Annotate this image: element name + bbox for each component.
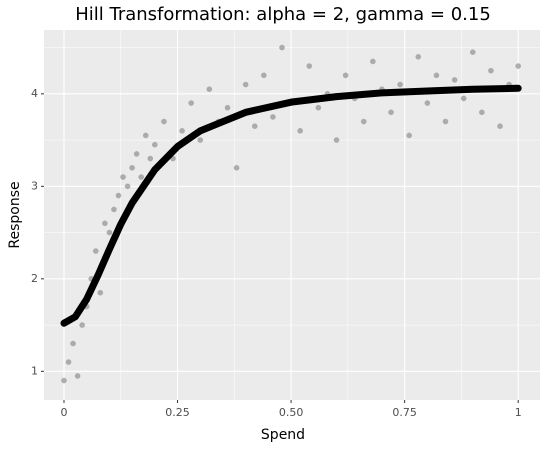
y-tick-label: 2 xyxy=(31,272,38,285)
x-axis-label: Spend xyxy=(261,427,305,443)
point xyxy=(270,114,276,120)
x-tick-label: 0.50 xyxy=(279,406,304,419)
point xyxy=(120,174,126,180)
point xyxy=(406,132,412,139)
point xyxy=(261,72,267,79)
y-axis-label: Response xyxy=(7,181,23,248)
point xyxy=(397,81,403,88)
point xyxy=(70,340,76,347)
panel xyxy=(44,30,540,400)
x-tick-label: 0.25 xyxy=(165,406,190,419)
point xyxy=(279,44,285,51)
point xyxy=(161,118,167,125)
point xyxy=(469,49,476,55)
point xyxy=(179,128,185,134)
point xyxy=(497,123,503,129)
point xyxy=(188,100,194,106)
point xyxy=(297,128,303,134)
point xyxy=(451,77,458,83)
point xyxy=(251,123,258,129)
y-tick-label: 3 xyxy=(31,179,38,192)
point xyxy=(488,67,494,74)
y-tick-label: 1 xyxy=(31,364,38,377)
point xyxy=(133,151,140,157)
point xyxy=(115,192,122,199)
point xyxy=(433,72,440,79)
point xyxy=(61,377,67,384)
point xyxy=(92,248,99,254)
point xyxy=(111,206,117,213)
point xyxy=(242,81,249,88)
x-tick-label: 0 xyxy=(60,406,67,419)
point xyxy=(97,289,104,296)
point xyxy=(138,174,145,180)
point xyxy=(224,104,231,111)
point xyxy=(515,63,521,69)
point xyxy=(206,86,213,92)
point xyxy=(442,118,449,125)
fit-line xyxy=(60,84,522,327)
point xyxy=(106,229,113,236)
point xyxy=(360,118,367,125)
point xyxy=(74,373,81,379)
point xyxy=(370,58,376,65)
point xyxy=(306,63,313,69)
point xyxy=(460,95,467,102)
point xyxy=(102,220,108,227)
x-tick-label: 0.75 xyxy=(392,406,417,419)
point xyxy=(388,109,394,116)
point xyxy=(333,137,340,143)
point xyxy=(342,72,349,79)
point xyxy=(315,104,322,111)
point xyxy=(124,183,131,190)
point xyxy=(152,141,158,148)
x-tick-label: 1 xyxy=(515,406,522,419)
point xyxy=(147,155,154,162)
point xyxy=(233,165,240,171)
point xyxy=(65,359,72,365)
point xyxy=(129,165,135,171)
y-tick-label: 4 xyxy=(31,87,38,100)
point xyxy=(142,132,149,139)
chart-title: Hill Transformation: alpha = 2, gamma = … xyxy=(75,4,491,25)
point xyxy=(415,54,422,60)
point xyxy=(79,322,85,328)
point xyxy=(197,137,204,143)
point xyxy=(479,109,485,116)
point xyxy=(424,100,431,106)
